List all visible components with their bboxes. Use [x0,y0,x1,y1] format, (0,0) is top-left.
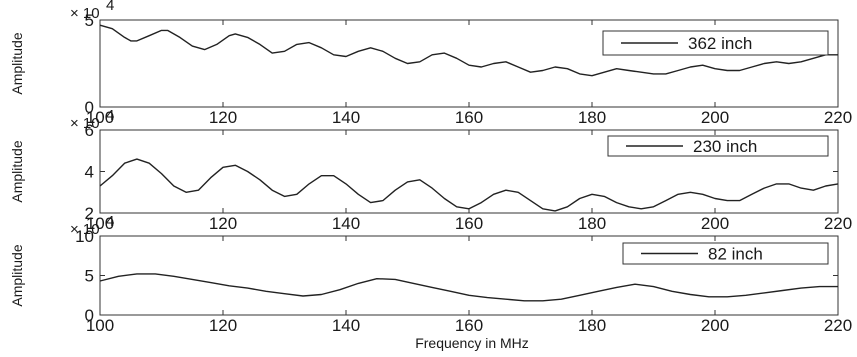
series-line-1 [99,273,838,302]
x-tick-label: 120 [209,108,237,127]
axis-multiplier: × 10 [70,115,100,132]
x-tick-label: 160 [455,214,483,233]
x-tick-label: 160 [455,108,483,127]
y-tick-label: 5 [85,267,94,286]
y-tick-label: 0 [85,98,94,117]
y-axis-label: Amplitude [9,140,25,202]
x-tick-label: 140 [332,108,360,127]
x-tick-label: 100 [86,108,114,127]
x-tick-label: 120 [209,214,237,233]
legend-label: 230 inch [693,137,757,156]
series-line-1 [99,24,838,77]
x-tick-label: 140 [332,316,360,335]
y-axis-label: Amplitude [9,32,25,94]
y-tick-label: 5 [85,11,94,30]
x-tick-label: 220 [824,316,852,335]
x-tick-label: 100 [86,214,114,233]
legend-box [607,135,829,157]
x-tick-label: 200 [701,108,729,127]
axis-multiplier-exponent: 4 [106,107,114,124]
x-tick-label: 220 [824,214,852,233]
x-tick-label: 200 [701,214,729,233]
x-tick-label: 200 [701,316,729,335]
x-axis-label: Frequency in MHz [415,335,529,351]
x-tick-label: 120 [209,316,237,335]
x-tick-label: 140 [332,214,360,233]
y-axis-label: Amplitude [9,244,25,306]
legend-label: 82 inch [708,245,763,264]
legend: 362 inch [602,30,829,56]
x-tick-label: 180 [578,214,606,233]
axis-multiplier-exponent: 4 [106,213,114,230]
x-tick-label: 220 [824,108,852,127]
x-tick-label: 180 [578,108,606,127]
y-tick-label: 2 [85,204,94,223]
legend-label: 362 inch [688,34,752,53]
y-tick-label: 6 [85,121,94,140]
x-tick-label: 180 [578,316,606,335]
y-tick-label: 0 [85,306,94,325]
y-tick-label: 10 [75,227,94,246]
axis-multiplier: × 10 [70,5,100,22]
y-tick-label: 4 [85,163,94,182]
legend-box [622,242,829,265]
legend: 82 inch [622,242,829,265]
x-tick-label: 160 [455,316,483,335]
legend: 230 inch [607,135,829,157]
axis-multiplier-exponent: 4 [106,0,114,14]
chart-panel-1: 100 120 140 160 180 200 220 0 5× 10 4 Amplitude 362… [9,0,852,127]
series-line-1 [99,158,839,212]
chart-panel-3: 100 120 140 160 180 200 220 0 5 10× 10 4 Amplitude 8… [9,213,852,335]
x-tick-label: 100 [86,316,114,335]
axis-multiplier: × 10 [70,221,100,238]
